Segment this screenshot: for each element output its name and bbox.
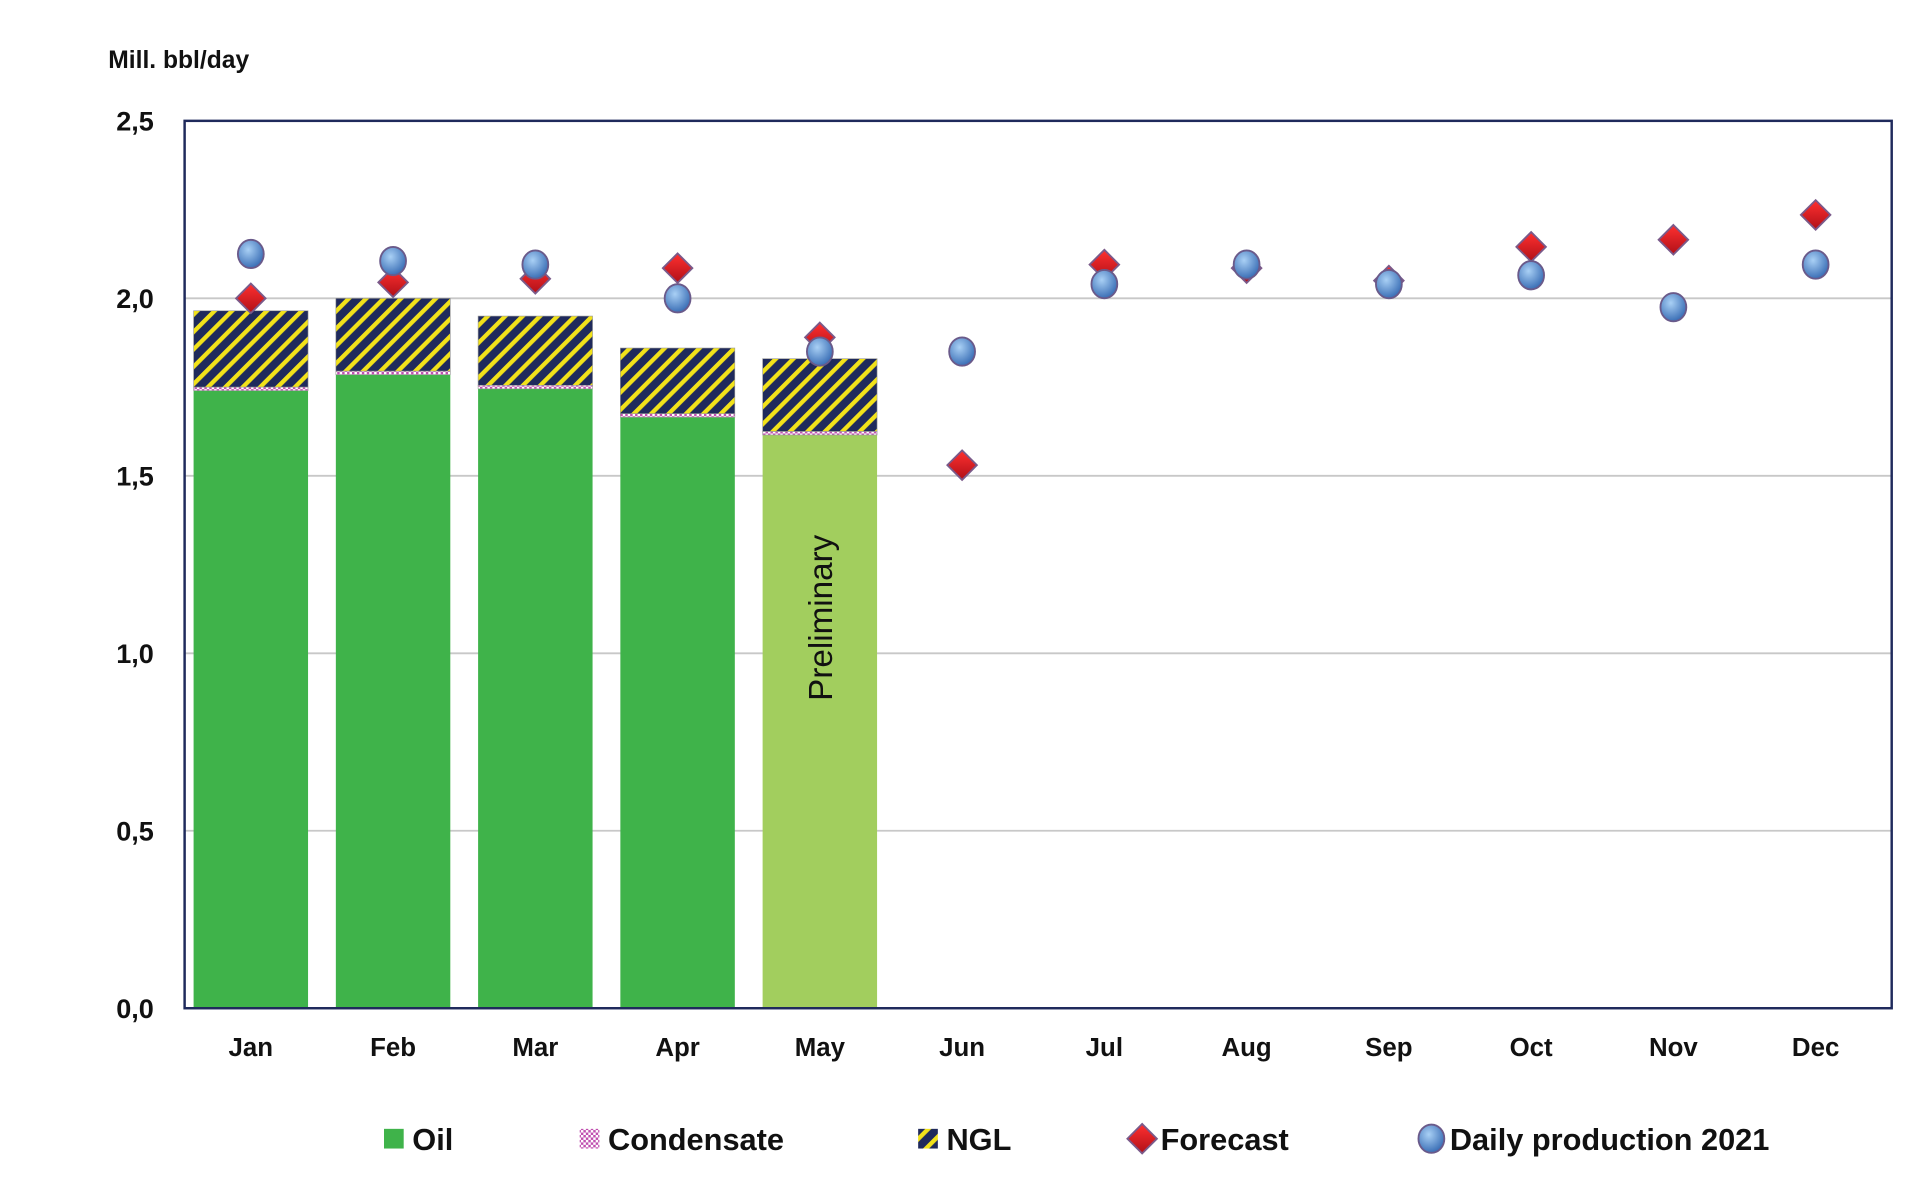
forecast-marker-nov	[1657, 223, 1690, 256]
legend-item-daily-production-2021: Daily production 2021	[1417, 1122, 1770, 1157]
x-tick-label: May	[795, 1034, 846, 1062]
y-tick-label: 0,0	[116, 993, 154, 1024]
y-tick-label: 2,0	[116, 283, 154, 314]
legend-item-forecast: Forecast	[1126, 1122, 1289, 1157]
legend-label: Daily production 2021	[1450, 1122, 1770, 1157]
legend-item-oil: Oil	[384, 1122, 453, 1157]
legend: Oil Condensate NGL Forecast Daily production…	[384, 1122, 1769, 1157]
daily-production-marker-may	[806, 336, 834, 367]
x-tick-label: Jan	[229, 1034, 274, 1062]
daily-production-marker-mar	[521, 249, 550, 280]
bar-ngl-feb	[335, 298, 451, 372]
forecast-marker-jan	[234, 282, 267, 315]
bar-condensate-may	[762, 431, 878, 436]
x-tick-label: Aug	[1222, 1034, 1272, 1062]
forecast-marker-jun	[946, 449, 979, 482]
bar-ngl-mar	[477, 315, 593, 386]
x-tick-label: Mar	[512, 1034, 558, 1062]
bar-oil-jan	[193, 390, 309, 1009]
x-tick-labels: Jan Feb Mar Apr May Jun Jul Aug Sep Oct Nov Dec	[229, 1034, 1840, 1062]
forecast-marker-feb	[377, 266, 410, 299]
x-tick-label: Jun	[939, 1034, 985, 1062]
daily-production-marker-dec	[1801, 249, 1830, 280]
bars: Preliminary	[193, 298, 878, 1009]
daily-production-marker-feb	[379, 245, 407, 277]
bar-condensate-apr	[620, 413, 736, 418]
legend-item-ngl: NGL	[918, 1122, 1011, 1157]
y-tick-label: 1,0	[116, 638, 154, 669]
x-tick-label: Oct	[1510, 1034, 1553, 1062]
daily-production-marker-sep	[1375, 269, 1403, 300]
bar-ngl-may	[762, 358, 878, 432]
legend-item-condensate: Condensate	[579, 1122, 784, 1157]
legend-label: Condensate	[608, 1122, 784, 1157]
daily-production-marker-oct	[1517, 260, 1545, 291]
legend-swatch	[384, 1128, 404, 1149]
markers	[234, 198, 1832, 482]
x-tick-label: Sep	[1365, 1034, 1412, 1062]
legend-swatch	[918, 1128, 938, 1149]
x-tick-label: Nov	[1649, 1034, 1698, 1062]
bar-oil-feb	[335, 374, 451, 1009]
x-tick-label: Apr	[655, 1034, 699, 1062]
x-tick-label: Jul	[1086, 1034, 1123, 1062]
y-tick-label: 0,5	[116, 816, 154, 847]
bar-ngl-apr	[620, 347, 736, 414]
forecast-marker-apr	[661, 252, 694, 285]
gridlines	[184, 297, 1892, 832]
bar-condensate-feb	[335, 370, 451, 375]
legend-swatch	[1417, 1123, 1446, 1154]
x-tick-label: Feb	[370, 1034, 416, 1062]
forecast-marker-dec	[1799, 198, 1832, 231]
bar-condensate-mar	[477, 384, 593, 390]
bar-oil-mar	[478, 388, 593, 1009]
bar-condensate-jan	[193, 386, 309, 391]
y-tick-label: 1,5	[116, 461, 154, 492]
bar-oil-may	[762, 434, 878, 1009]
bar-oil-apr	[620, 417, 735, 1009]
y-tick-label: 2,5	[116, 106, 154, 137]
forecast-marker-oct	[1515, 230, 1548, 263]
daily-production-marker-apr	[663, 283, 692, 314]
plot-frame	[183, 119, 1893, 1010]
daily-production-marker-aug	[1232, 249, 1261, 280]
preliminary-annotation: Preliminary	[803, 534, 840, 701]
legend-swatch	[579, 1128, 600, 1149]
y-tick-labels: 0,0 0,5 1,0 1,5 2,0 2,5	[116, 106, 154, 1024]
bar-ngl-jan	[193, 310, 309, 388]
legend-label: NGL	[946, 1122, 1011, 1157]
daily-production-marker-nov	[1659, 292, 1688, 323]
legend-label: Oil	[412, 1122, 453, 1157]
y-axis-label: Mill. bbl/day	[108, 47, 249, 74]
daily-production-marker-jun	[948, 336, 976, 367]
legend-label: Forecast	[1161, 1122, 1289, 1157]
daily-production-marker-jul	[1090, 269, 1119, 300]
x-tick-label: Dec	[1792, 1034, 1839, 1062]
daily-production-marker-jan	[236, 238, 265, 270]
legend-swatch	[1126, 1122, 1159, 1155]
